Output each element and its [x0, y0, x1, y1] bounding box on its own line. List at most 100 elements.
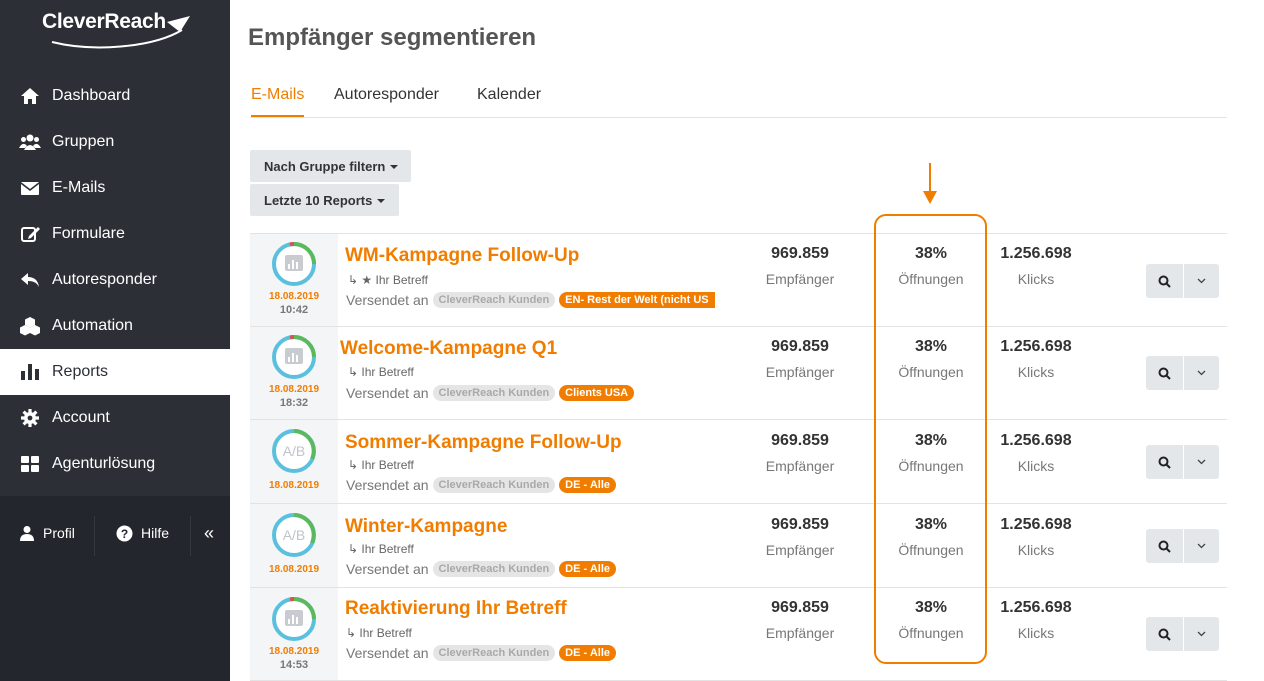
recipients-label: Empfänger	[765, 625, 835, 641]
view-report-button[interactable]	[1146, 529, 1183, 563]
clicks-value: 1.256.698	[1000, 432, 1072, 449]
tab-kalender[interactable]: Kalender	[477, 86, 542, 103]
bar-chart-icon	[21, 364, 39, 380]
clicks-label: Klicks	[1017, 271, 1055, 287]
report-title[interactable]: WM-Kampagne Follow-Up	[345, 245, 580, 266]
reply-icon	[21, 273, 39, 287]
help-label: Hilfe	[141, 525, 170, 541]
group-tag[interactable]: CleverReach Kunden	[432, 385, 556, 401]
tab-emails[interactable]: E-Mails	[251, 86, 305, 117]
report-thumbnail[interactable]: 18.08.2019 10:42	[250, 234, 338, 326]
group-filter-dropdown[interactable]: Nach Gruppe filtern	[250, 150, 411, 182]
report-thumbnail[interactable]: A/B 18.08.2019	[250, 504, 338, 587]
grid-icon	[21, 456, 39, 472]
opens-value: 38%	[914, 245, 948, 262]
sidebar-item-dashboard[interactable]: Dashboard	[0, 73, 230, 119]
segment-tag[interactable]: Clients USA	[559, 385, 635, 401]
sidebar-item-gruppen[interactable]: Gruppen	[0, 119, 230, 165]
report-options-dropdown[interactable]	[1184, 529, 1219, 563]
report-date: 18.08.2019	[268, 384, 320, 395]
report-subject-text: Ihr Betreff	[361, 365, 414, 379]
clicks-label: Klicks	[1017, 364, 1055, 380]
report-thumbnail[interactable]: 18.08.2019 18:32	[250, 327, 338, 419]
report-options-dropdown[interactable]	[1184, 445, 1219, 479]
view-report-button[interactable]	[1146, 356, 1183, 390]
collapse-sidebar-button[interactable]: «	[204, 520, 214, 546]
search-icon	[1158, 540, 1171, 553]
opens-stat: 38% Öffnungen	[881, 516, 981, 558]
segment-tag[interactable]: DE - Alle	[559, 561, 616, 577]
report-options-dropdown[interactable]	[1184, 264, 1219, 298]
sidebar-item-emails[interactable]: E-Mails	[0, 165, 230, 211]
report-title[interactable]: Welcome-Kampagne Q1	[340, 338, 558, 359]
tab-autoresponder[interactable]: Autoresponder	[334, 86, 439, 103]
profile-link[interactable]: Profil	[19, 520, 75, 546]
segment-tag[interactable]: DE - Alle	[559, 645, 616, 661]
sidebar-item-automation[interactable]: Automation	[0, 303, 230, 349]
opens-value: 38%	[914, 599, 948, 616]
report-subject-text: Ihr Betreff	[361, 458, 414, 472]
segment-tag[interactable]: DE - Alle	[559, 477, 616, 493]
report-options-dropdown[interactable]	[1184, 356, 1219, 390]
sidebar-item-label: E-Mails	[52, 179, 106, 196]
gear-icon	[21, 409, 39, 427]
sidebar-item-account[interactable]: Account	[0, 395, 230, 441]
view-report-button[interactable]	[1146, 264, 1183, 298]
sidebar-item-formulare[interactable]: Formulare	[0, 211, 230, 257]
ab-test-ring-icon: A/B	[272, 513, 316, 557]
report-title[interactable]: Winter-Kampagne	[345, 516, 508, 537]
report-thumbnail[interactable]: 18.08.2019 14:53	[250, 588, 338, 680]
report-sent-to: Versendet an CleverReach Kunden DE - All…	[346, 645, 616, 661]
group-tag[interactable]: CleverReach Kunden	[432, 645, 556, 661]
clicks-value: 1.256.698	[1000, 245, 1072, 262]
recipients-stat: 969.859 Empfänger	[750, 599, 850, 641]
opens-stat: 38% Öffnungen	[881, 245, 981, 287]
logo-text: CleverReach	[42, 10, 166, 33]
reports-count-dropdown[interactable]: Letzte 10 Reports	[250, 184, 399, 216]
view-report-button[interactable]	[1146, 445, 1183, 479]
report-thumbnail[interactable]: A/B 18.08.2019	[250, 420, 338, 503]
segment-tag[interactable]: EN- Rest der Welt (nicht US	[559, 292, 715, 308]
sidebar-item-agenturloesung[interactable]: Agenturlösung	[0, 441, 230, 487]
reply-arrow-icon: ↳	[348, 365, 362, 379]
report-date: 18.08.2019	[268, 291, 320, 302]
recipients-stat: 969.859 Empfänger	[750, 245, 850, 287]
help-link[interactable]: ? Hilfe	[116, 520, 169, 546]
opens-stat: 38% Öffnungen	[881, 432, 981, 474]
report-title[interactable]: Reaktivierung Ihr Betreff	[345, 598, 567, 619]
report-sent-to: Versendet an CleverReach Kunden DE - All…	[346, 561, 616, 577]
report-subject: ↳ ★ Ihr Betreff	[348, 273, 428, 287]
search-icon	[1158, 367, 1171, 380]
group-tag[interactable]: CleverReach Kunden	[432, 292, 556, 308]
clicks-label: Klicks	[1017, 625, 1055, 641]
opens-label: Öffnungen	[898, 625, 964, 641]
main-content: Empfänger segmentieren E-Mails Autorespo…	[248, 0, 1230, 681]
sidebar-item-reports[interactable]: Reports	[0, 349, 230, 395]
chevron-down-icon	[1197, 631, 1206, 637]
group-tag[interactable]: CleverReach Kunden	[432, 561, 556, 577]
view-report-button[interactable]	[1146, 617, 1183, 651]
svg-text:?: ?	[121, 527, 128, 541]
sidebar-nav: Dashboard Gruppen E-Mails Formulare Auto…	[0, 73, 230, 487]
opens-label: Öffnungen	[898, 271, 964, 287]
report-row: 18.08.2019 10:42 WM-Kampagne Follow-Up ↳…	[250, 234, 1227, 327]
sent-prefix: Versendet an	[346, 477, 429, 493]
sidebar-item-label: Gruppen	[52, 133, 115, 150]
report-title[interactable]: Sommer-Kampagne Follow-Up	[345, 432, 622, 453]
logo-swoosh-icon	[51, 16, 190, 49]
opens-value: 38%	[914, 516, 948, 533]
group-tag[interactable]: CleverReach Kunden	[432, 477, 556, 493]
opens-stat: 38% Öffnungen	[881, 599, 981, 641]
report-options-dropdown[interactable]	[1184, 617, 1219, 651]
recipients-label: Empfänger	[765, 364, 835, 380]
help-icon: ?	[116, 525, 133, 541]
sent-prefix: Versendet an	[346, 292, 429, 308]
report-stats-ring-icon	[272, 596, 316, 641]
clicks-stat: 1.256.698 Klicks	[986, 245, 1086, 287]
recipients-value: 969.859	[771, 338, 829, 355]
sent-prefix: Versendet an	[346, 561, 429, 577]
cleverreach-logo[interactable]: CleverReach	[42, 8, 192, 49]
report-date: 18.08.2019	[268, 646, 320, 657]
sidebar-item-autoresponder[interactable]: Autoresponder	[0, 257, 230, 303]
recipients-label: Empfänger	[765, 542, 835, 558]
